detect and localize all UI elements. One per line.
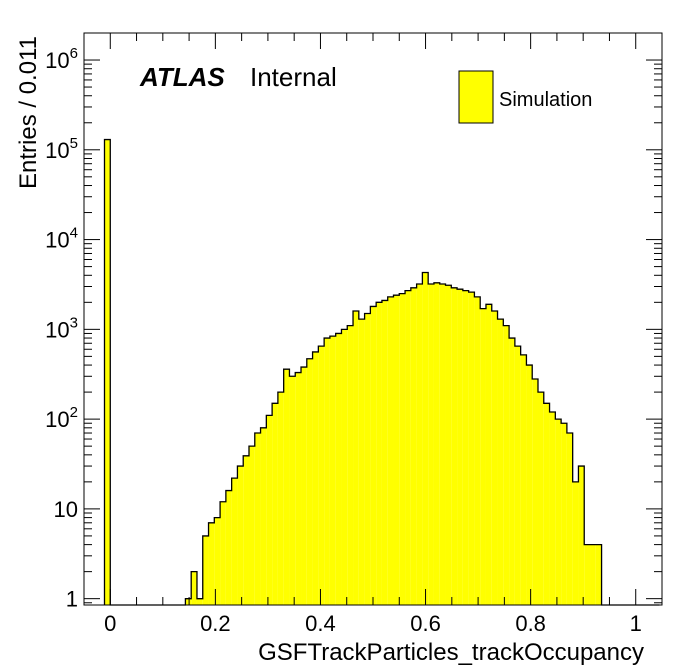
histogram-bar	[566, 433, 573, 605]
y-tick-label: 105	[45, 135, 78, 163]
histogram-bar	[277, 392, 284, 605]
histogram-bar	[231, 478, 238, 605]
histogram-outline	[103, 138, 660, 606]
histogram-bar	[104, 139, 111, 605]
histogram-bar	[202, 535, 209, 605]
histogram-bar	[347, 325, 354, 605]
histogram-bar	[428, 283, 434, 605]
y-tick-label: 10	[54, 497, 78, 522]
histogram-bar	[272, 403, 278, 605]
histogram-bar	[532, 378, 538, 605]
histogram-bar	[335, 333, 342, 605]
histogram-bar	[485, 304, 492, 605]
atlas-label: ATLAS	[139, 62, 225, 92]
histogram-bar	[225, 490, 232, 605]
histogram-bar	[306, 358, 313, 605]
y-axis-title: Entries / 0.011	[15, 36, 42, 189]
histogram-bar	[289, 376, 296, 605]
histogram-bar	[364, 313, 371, 605]
histogram-bar	[312, 351, 319, 605]
histogram-bar	[503, 325, 510, 605]
legend-label-simulation: Simulation	[499, 89, 592, 111]
histogram-bar	[185, 598, 192, 605]
y-tick-label: 103	[45, 314, 78, 342]
histogram-bar	[480, 308, 486, 605]
histogram-bar	[266, 415, 273, 605]
histogram-bar	[474, 296, 481, 605]
histogram-bars	[103, 138, 660, 606]
y-tick-label: 102	[45, 404, 78, 432]
histogram-bar	[416, 283, 423, 605]
histogram-bar	[358, 319, 365, 605]
histogram-bar	[572, 481, 579, 605]
histogram-bar	[491, 311, 498, 605]
histogram-bar	[526, 365, 533, 605]
histogram-bar	[301, 367, 307, 605]
histogram-bar	[196, 598, 203, 605]
histogram-bar	[451, 287, 458, 605]
histogram-bar	[393, 295, 400, 605]
histogram-bar	[555, 419, 562, 605]
x-tick-label: 0.6	[410, 611, 441, 636]
histogram-bar	[341, 329, 348, 605]
histogram-bar	[329, 336, 336, 605]
legend-swatch-simulation	[458, 70, 494, 124]
histogram-bar	[283, 369, 290, 605]
histogram-bar	[520, 354, 527, 605]
x-tick-label: 0.4	[305, 611, 336, 636]
y-tick-label: 106	[45, 45, 78, 73]
histogram-bar	[439, 283, 446, 605]
y-tick-label: 104	[45, 225, 78, 253]
histogram-bar	[410, 287, 417, 605]
histogram-bar	[243, 455, 249, 605]
histogram-bar	[405, 290, 411, 605]
legend: Simulation	[458, 70, 592, 124]
histogram-bar	[248, 446, 255, 605]
histogram-bar	[584, 544, 591, 605]
histogram-bar	[353, 311, 359, 605]
histogram-bar	[324, 338, 330, 605]
x-tick-label: 1	[630, 611, 642, 636]
y-tick-labels: 1 10 102 103 104 105 106	[45, 45, 78, 612]
x-axis-title: GSFTrackParticles_trackOccupancy	[258, 639, 644, 666]
histogram-bar	[220, 501, 226, 605]
histogram-bar	[381, 300, 388, 605]
histogram-bar	[214, 517, 221, 605]
histogram-bar	[590, 544, 596, 605]
histogram-bar	[318, 346, 325, 605]
histogram-bar	[543, 403, 550, 605]
histogram-bar	[208, 522, 215, 605]
histogram-bar	[561, 423, 567, 605]
histogram-bar	[422, 272, 429, 605]
atlas-status-label: Internal	[250, 62, 337, 92]
x-tick-label: 0	[104, 611, 116, 636]
histogram-bar	[445, 285, 452, 605]
histogram-bar	[549, 412, 556, 605]
histogram-bar	[237, 466, 244, 605]
histogram-bar	[370, 306, 377, 605]
histogram-bar	[260, 427, 267, 605]
x-tick-label: 0.8	[515, 611, 546, 636]
x-tick-label: 0.2	[200, 611, 231, 636]
histogram-bar	[433, 282, 440, 605]
histogram-bar	[514, 346, 521, 605]
histogram-bar	[462, 290, 469, 605]
histogram-bar	[387, 296, 394, 605]
histogram-bar	[457, 289, 463, 605]
x-tick-labels: 0 0.2 0.4 0.6 0.8 1	[104, 611, 642, 636]
axis-ticks	[84, 32, 662, 605]
histogram-bar	[376, 302, 382, 605]
histogram-bar	[509, 338, 515, 605]
histogram-bar	[468, 292, 475, 605]
histogram-bar	[537, 392, 544, 605]
y-tick-label: 1	[66, 587, 78, 612]
histogram-bar	[595, 544, 602, 605]
histogram-bar	[254, 433, 261, 605]
histogram-bar	[191, 571, 197, 605]
histogram-bar	[399, 293, 406, 605]
histogram-bar	[578, 466, 585, 605]
histogram-bar	[295, 372, 302, 605]
histogram-bar	[497, 319, 504, 605]
